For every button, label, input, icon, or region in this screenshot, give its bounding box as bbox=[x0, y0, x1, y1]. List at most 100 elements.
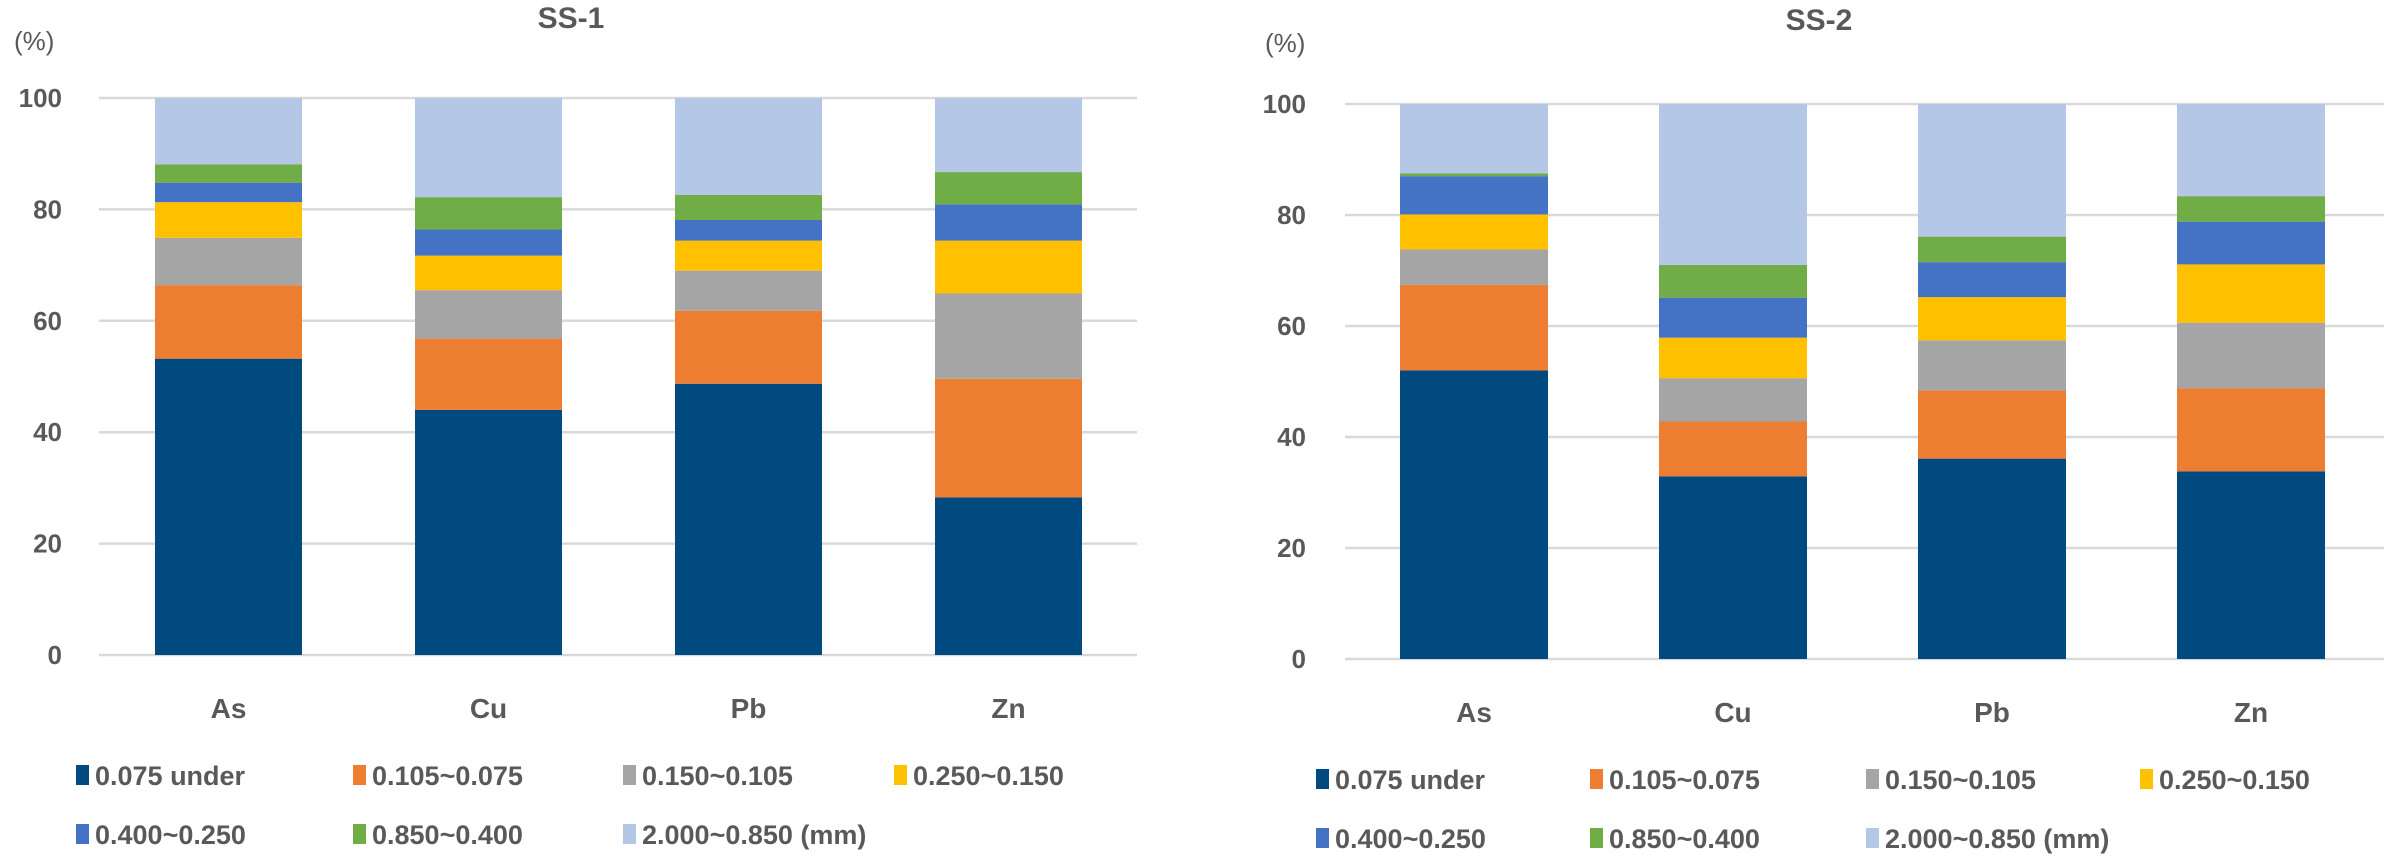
bar-segment-cu-4 bbox=[415, 229, 562, 256]
bar-segment-zn-3 bbox=[2177, 264, 2325, 323]
bar-segment-pb-0 bbox=[1918, 458, 2066, 659]
chart-title: SS-1 bbox=[538, 2, 605, 35]
y-tick-label: 100 bbox=[19, 83, 62, 113]
legend-label: 0.150~0.105 bbox=[1885, 765, 2036, 795]
legend-item: 0.850~0.400 bbox=[1590, 824, 1760, 854]
bar-segment-zn-6 bbox=[2177, 104, 2325, 197]
x-tick-label: As bbox=[211, 693, 247, 724]
legend-label: 2.000~0.850 (mm) bbox=[642, 820, 866, 850]
bar-segment-as-4 bbox=[1400, 176, 1548, 215]
legend-item: 0.400~0.250 bbox=[76, 820, 246, 850]
bar-segment-as-5 bbox=[155, 164, 302, 183]
bar-segment-pb-1 bbox=[675, 310, 822, 384]
bar-segment-zn-4 bbox=[2177, 221, 2325, 265]
bar-segment-as-5 bbox=[1400, 173, 1548, 177]
y-tick-label: 80 bbox=[1277, 200, 1306, 230]
legend-swatch bbox=[623, 824, 636, 844]
legend-item: 0.075 under bbox=[76, 761, 246, 791]
bar-segment-cu-2 bbox=[1659, 378, 1807, 422]
bar-segment-as-3 bbox=[1400, 214, 1548, 250]
bar-segment-zn-5 bbox=[935, 172, 1082, 205]
legend-label: 0.850~0.400 bbox=[372, 820, 523, 850]
bar-segment-pb-3 bbox=[1918, 297, 2066, 341]
y-axis-unit-label: (%) bbox=[1265, 28, 1305, 58]
bar-segment-pb-2 bbox=[675, 270, 822, 311]
legend-swatch bbox=[894, 765, 907, 785]
legend-item: 0.400~0.250 bbox=[1316, 824, 1486, 854]
bar-segment-zn-6 bbox=[935, 98, 1082, 173]
bar-segment-zn-4 bbox=[935, 204, 1082, 241]
bar-segment-pb-4 bbox=[675, 219, 822, 241]
legend-swatch bbox=[76, 824, 89, 844]
legend-label: 0.105~0.075 bbox=[372, 761, 523, 791]
bar-segment-zn-0 bbox=[935, 497, 1082, 655]
legend-label: 2.000~0.850 (mm) bbox=[1885, 824, 2109, 854]
bar-segment-as-0 bbox=[155, 358, 302, 655]
bar-segment-zn-2 bbox=[935, 293, 1082, 379]
legend-item: 0.105~0.075 bbox=[1590, 765, 1760, 795]
bar-segment-cu-0 bbox=[1659, 476, 1807, 659]
x-tick-label: As bbox=[1456, 697, 1492, 728]
legend-label: 0.850~0.400 bbox=[1609, 824, 1760, 854]
y-tick-label: 20 bbox=[1277, 533, 1306, 563]
bar-segment-cu-0 bbox=[415, 409, 562, 655]
bar-segment-pb-5 bbox=[675, 194, 822, 220]
legend-label: 0.400~0.250 bbox=[95, 820, 246, 850]
bar-segment-pb-6 bbox=[1918, 104, 2066, 237]
x-tick-label: Cu bbox=[1714, 697, 1751, 728]
chart-ss-1: SS-1 (%) 0 20 40 60 80 100 As Cu Pb Zn 0.075 und… bbox=[14, 2, 1137, 850]
bar-segment-cu-3 bbox=[415, 255, 562, 291]
bar-segment-as-6 bbox=[1400, 104, 1548, 174]
bar-segment-zn-5 bbox=[2177, 196, 2325, 222]
bar-segment-pb-4 bbox=[1918, 262, 2066, 298]
y-tick-label: 60 bbox=[1277, 311, 1306, 341]
bar-segment-cu-2 bbox=[415, 290, 562, 339]
bar-segment-as-4 bbox=[155, 182, 302, 203]
legend-label: 0.075 under bbox=[95, 761, 246, 791]
chart-ss-2: SS-2 (%) 0 20 40 60 80 100 As Cu Pb Zn 0.075 und… bbox=[1263, 4, 2384, 854]
legend-item: 0.150~0.105 bbox=[623, 761, 793, 791]
legend-item: 0.105~0.075 bbox=[353, 761, 523, 791]
legend-swatch bbox=[76, 765, 89, 785]
bar-segment-cu-5 bbox=[1659, 264, 1807, 298]
chart-title: SS-2 bbox=[1786, 4, 1853, 37]
bar-segment-cu-5 bbox=[415, 197, 562, 230]
legend-item: 0.075 under bbox=[1316, 765, 1486, 795]
bar-segment-pb-3 bbox=[675, 240, 822, 271]
bar-segment-cu-6 bbox=[1659, 104, 1807, 265]
y-tick-label: 40 bbox=[1277, 422, 1306, 452]
legend-item: 0.850~0.400 bbox=[353, 820, 523, 850]
y-axis-unit-label: (%) bbox=[14, 26, 54, 56]
legend-swatch bbox=[1590, 828, 1603, 848]
x-tick-label: Zn bbox=[2234, 697, 2268, 728]
y-tick-label: 40 bbox=[33, 417, 62, 447]
bar-segment-zn-2 bbox=[2177, 322, 2325, 389]
bar-segment-as-2 bbox=[1400, 249, 1548, 285]
bar-segment-as-3 bbox=[155, 202, 302, 238]
bar-segment-pb-6 bbox=[675, 98, 822, 195]
legend-label: 0.250~0.150 bbox=[913, 761, 1064, 791]
bar-segment-zn-1 bbox=[2177, 388, 2325, 472]
bar-segment-cu-3 bbox=[1659, 337, 1807, 379]
legend-item: 0.250~0.150 bbox=[894, 761, 1064, 791]
legend-swatch bbox=[353, 765, 366, 785]
y-tick-label: 80 bbox=[33, 194, 62, 224]
bar-segment-zn-3 bbox=[935, 240, 1082, 294]
bar-segment-as-6 bbox=[155, 98, 302, 165]
legend-label: 0.075 under bbox=[1335, 765, 1486, 795]
bar-segment-as-1 bbox=[1400, 284, 1548, 371]
legend-item: 0.250~0.150 bbox=[2140, 765, 2310, 795]
legend-item: 0.150~0.105 bbox=[1866, 765, 2036, 795]
y-tick-label: 20 bbox=[33, 529, 62, 559]
bar-segment-as-0 bbox=[1400, 370, 1548, 659]
bar-segment-cu-1 bbox=[1659, 421, 1807, 477]
legend-label: 0.400~0.250 bbox=[1335, 824, 1486, 854]
legend-swatch bbox=[1866, 769, 1879, 789]
legend-label: 0.250~0.150 bbox=[2159, 765, 2310, 795]
y-tick-label: 0 bbox=[48, 640, 62, 670]
bar-segment-zn-0 bbox=[2177, 471, 2325, 659]
y-tick-label: 100 bbox=[1263, 89, 1306, 119]
legend-item: 2.000~0.850 (mm) bbox=[623, 820, 866, 850]
legend-swatch bbox=[1316, 828, 1329, 848]
